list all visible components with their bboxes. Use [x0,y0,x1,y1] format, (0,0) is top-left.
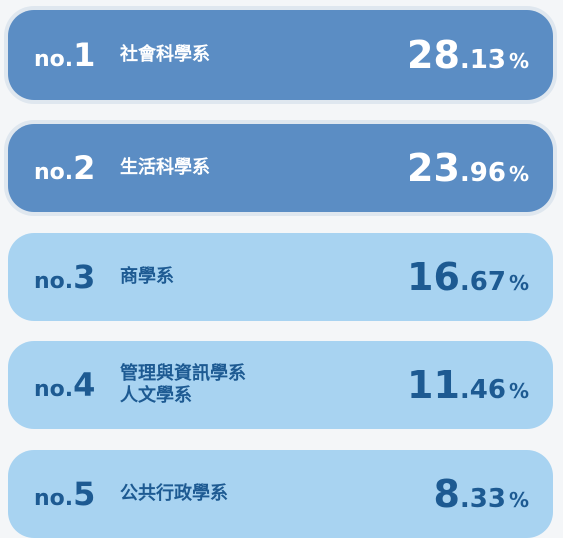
department-name: 公共行政學系 [120,483,228,504]
rank-label: no.1 [34,36,96,74]
department-name: 社會科學系 [120,44,210,65]
ranking-row: no.2 生活科學系 23.96% [8,124,553,212]
ranking-row: no.1 社會科學系 28.13% [8,10,553,100]
department-name: 管理與資訊學系 [120,363,246,384]
ranking-row: no.3 商學系 16.67% [8,233,553,321]
department-names: 生活科學系 [120,157,210,179]
department-name: 人文學系 [120,385,192,406]
percentage: 23.96% [407,146,529,190]
percentage: 16.67% [407,255,529,299]
percentage: 8.33% [433,472,529,516]
department-name: 生活科學系 [120,157,210,178]
ranking-row: no.5 公共行政學系 8.33% [8,450,553,538]
department-names: 管理與資訊學系 人文學系 [120,363,246,407]
percentage: 11.46% [407,363,529,407]
percentage: 28.13% [407,33,529,77]
department-names: 社會科學系 [120,44,210,66]
rank-label: no.2 [34,149,96,187]
department-names: 商學系 [120,266,174,288]
rank-label: no.5 [34,475,96,513]
ranking-row: no.4 管理與資訊學系 人文學系 11.46% [8,341,553,429]
rank-label: no.4 [34,366,96,404]
department-names: 公共行政學系 [120,483,228,505]
rank-label: no.3 [34,258,96,296]
department-name: 商學系 [120,266,174,287]
